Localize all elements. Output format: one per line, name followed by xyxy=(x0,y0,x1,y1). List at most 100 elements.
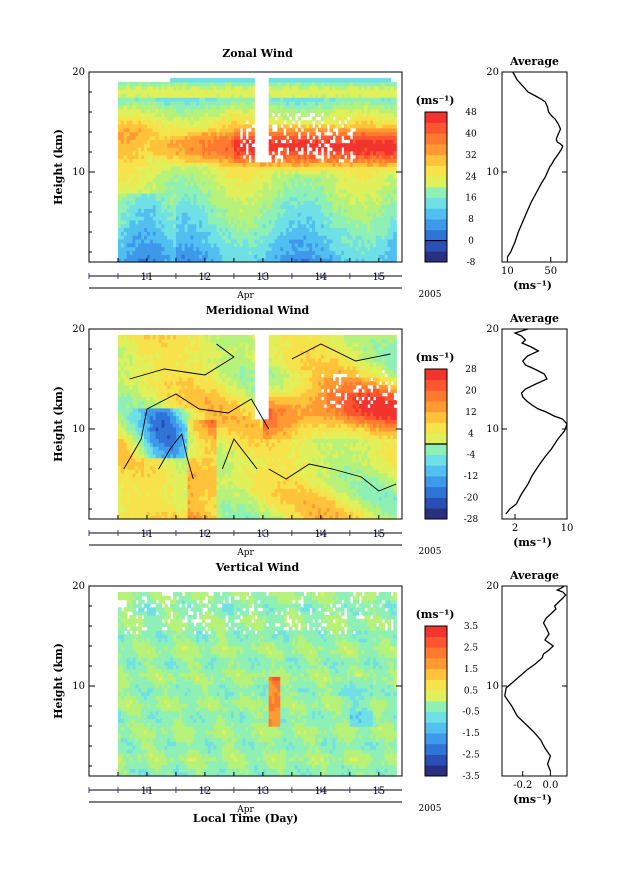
heatmap-cell xyxy=(196,227,200,232)
heatmap-cell xyxy=(222,131,226,137)
heatmap-cell xyxy=(152,101,157,106)
heatmap-cell xyxy=(219,208,223,213)
heatmap-cell xyxy=(207,200,212,206)
heatmap-cell xyxy=(181,154,186,160)
heatmap-cell xyxy=(231,81,235,87)
heatmap-cell xyxy=(141,204,145,209)
heatmap-cell xyxy=(175,193,180,198)
heatmap-cell xyxy=(204,219,209,225)
heatmap-cell xyxy=(135,200,139,206)
heatmap-cell xyxy=(219,242,223,248)
heatmap-cell xyxy=(228,173,232,179)
heatmap-cell xyxy=(126,108,131,114)
heatmap-cell xyxy=(155,196,160,202)
heatmap-cell xyxy=(164,254,168,259)
heatmap-cell xyxy=(132,239,136,244)
heatmap-cell xyxy=(199,193,203,198)
heatmap-cell xyxy=(123,223,128,229)
colorbar-swatch xyxy=(425,197,447,209)
heatmap-cell xyxy=(207,212,212,217)
heatmap-cell xyxy=(202,212,206,217)
heatmap-cell xyxy=(181,158,186,163)
heatmap-cell xyxy=(228,219,232,225)
heatmap-cell xyxy=(210,181,215,186)
heatmap-cell xyxy=(167,173,171,179)
heatmap-cell xyxy=(175,120,180,125)
heatmap-cell xyxy=(129,127,134,133)
heatmap-cell xyxy=(184,139,189,144)
heatmap-cell xyxy=(213,124,218,129)
heatmap-cell xyxy=(120,212,125,217)
heatmap-cell xyxy=(393,216,397,221)
heatmap-cell xyxy=(213,78,218,83)
heatmap-cell xyxy=(178,231,183,236)
heatmap-cell xyxy=(152,93,157,98)
heatmap-cell xyxy=(146,97,151,102)
heatmap-cell xyxy=(141,131,145,137)
heatmap-cell xyxy=(187,254,192,259)
heatmap-cell xyxy=(138,250,142,255)
heatmap-cell xyxy=(155,127,160,133)
heatmap-cell xyxy=(193,112,197,117)
heatmap-cell xyxy=(181,143,186,148)
heatmap-cell xyxy=(219,93,223,98)
heatmap-cell xyxy=(135,246,139,252)
heatmap-cell xyxy=(161,81,165,87)
heatmap-cell xyxy=(117,131,122,137)
heatmap-cell xyxy=(228,166,232,171)
heatmap-cell xyxy=(158,223,163,229)
heatmap-cell xyxy=(219,231,223,236)
heatmap-cell xyxy=(144,112,148,117)
heatmap-cell xyxy=(178,143,183,148)
heatmap-cell xyxy=(202,104,206,110)
heatmap-cell xyxy=(231,78,235,83)
heatmap-cell xyxy=(213,162,218,167)
heatmap-cell xyxy=(126,143,131,148)
heatmap-cell xyxy=(123,235,128,240)
heatmap-cell xyxy=(196,135,200,140)
heatmap-cell xyxy=(155,208,160,213)
x-tick-label: 13 xyxy=(257,272,270,283)
heatmap-cell xyxy=(144,242,148,248)
heatmap-cell xyxy=(393,254,397,259)
heatmap-cell xyxy=(123,81,128,87)
x-tick-label: 11 xyxy=(141,272,154,283)
heatmap-cell xyxy=(129,85,134,91)
heatmap-cell xyxy=(225,120,229,125)
heatmap-cell xyxy=(187,101,192,106)
heatmap-cell xyxy=(141,173,145,179)
colorbar-swatch xyxy=(425,251,447,263)
heatmap-cell xyxy=(144,239,148,244)
heatmap-cell xyxy=(152,219,157,225)
heatmap-cell xyxy=(187,208,192,213)
heatmap-cell xyxy=(251,104,255,110)
heatmap-cell xyxy=(158,93,163,98)
heatmap-cell xyxy=(161,177,165,183)
heatmap-cell xyxy=(181,101,186,106)
heatmap-cell xyxy=(228,235,232,240)
heatmap-cell xyxy=(152,227,157,232)
heatmap-cell xyxy=(135,189,139,194)
heatmap-cell xyxy=(146,223,151,229)
heatmap-cell xyxy=(120,250,125,255)
heatmap-cell xyxy=(202,181,206,186)
heatmap-cell xyxy=(216,239,221,244)
heatmap-cell xyxy=(239,154,244,160)
heatmap-cell xyxy=(178,246,183,252)
heatmap-cell xyxy=(199,170,203,175)
heatmap-cell xyxy=(158,181,163,186)
heatmap-cell xyxy=(190,212,194,217)
heatmap-cell xyxy=(204,170,209,175)
heatmap-cell xyxy=(184,135,189,140)
heatmap-cell xyxy=(155,143,160,148)
heatmap-cell xyxy=(187,250,192,255)
heatmap-cell xyxy=(117,81,122,87)
heatmap-cell xyxy=(158,85,163,91)
heatmap-cell xyxy=(158,166,163,171)
heatmap-cell xyxy=(204,78,209,83)
heatmap-cell xyxy=(173,254,177,259)
heatmap-cell xyxy=(175,200,180,206)
heatmap-cell xyxy=(274,112,278,117)
heatmap-cell xyxy=(117,143,122,148)
heatmap-cell xyxy=(204,185,209,190)
